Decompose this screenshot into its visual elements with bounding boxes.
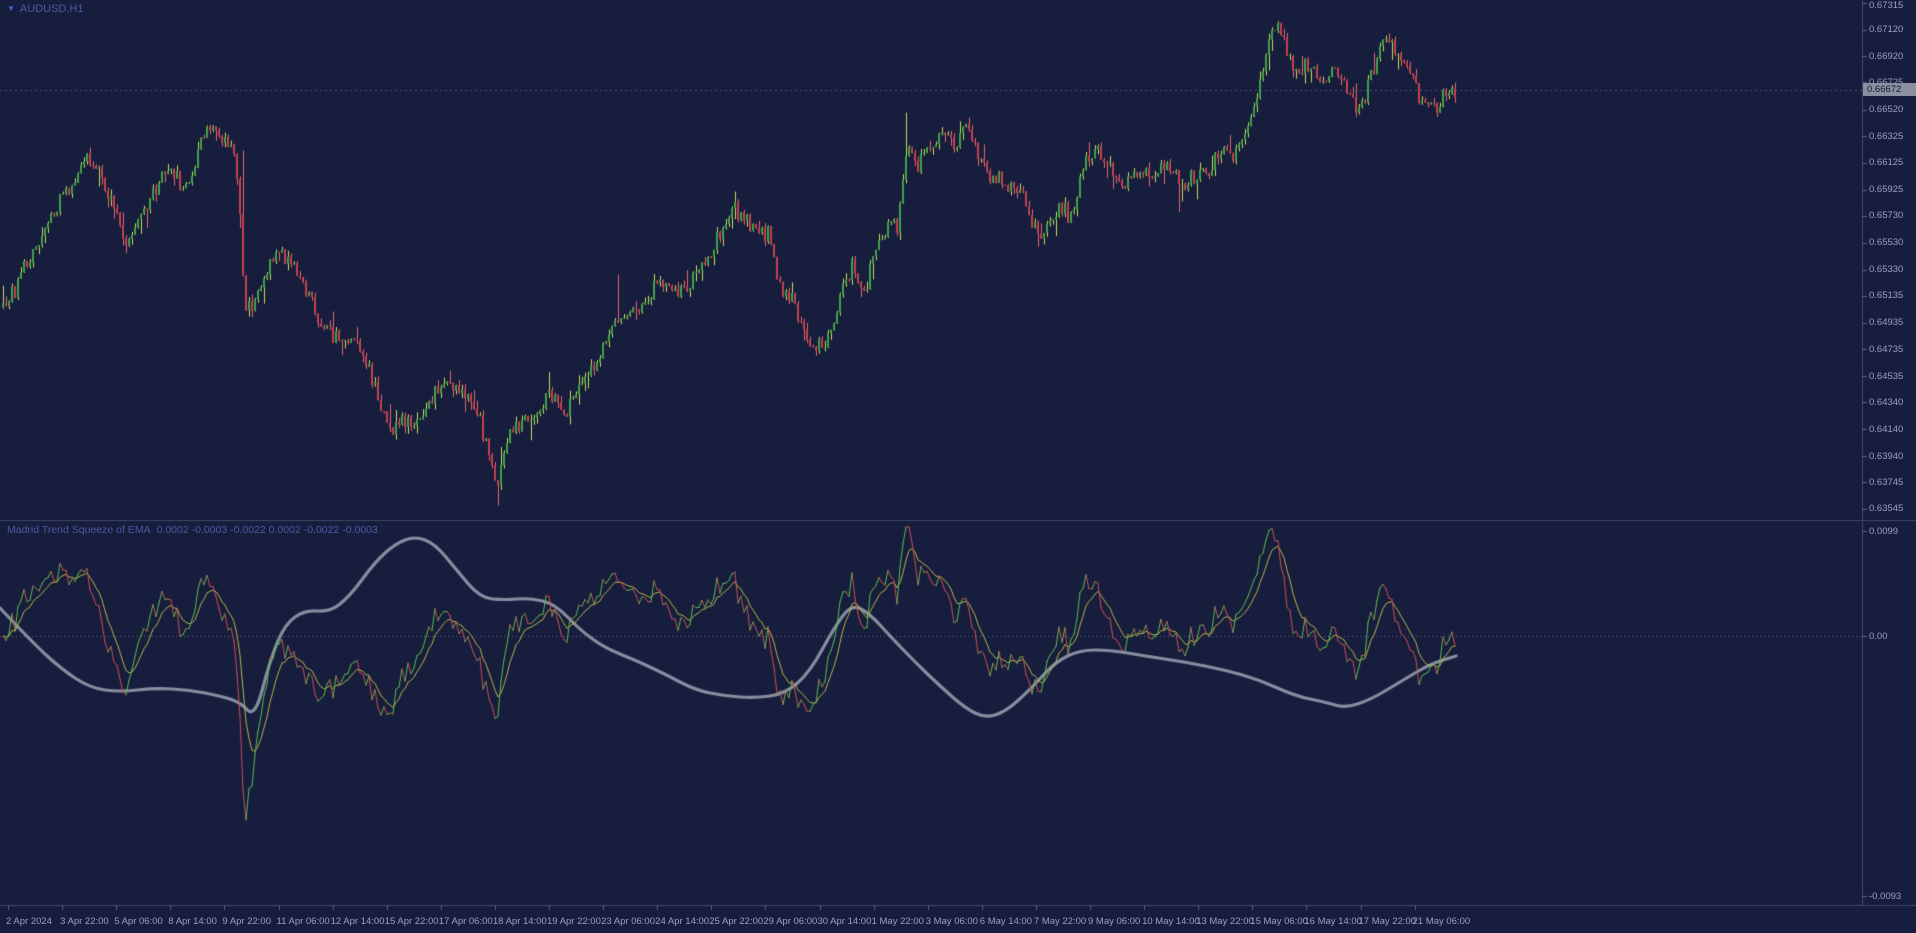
time-axis-label: 11 Apr 06:00 — [276, 916, 330, 927]
price-axis-label: 0.67120 — [1869, 24, 1904, 35]
time-axis-label: 13 May 22:00 — [1196, 916, 1254, 927]
time-axis-label: 17 May 22:00 — [1358, 916, 1417, 927]
price-axis-label: 0.65530 — [1869, 237, 1904, 249]
time-axis-label: 15 Apr 22:00 — [384, 916, 439, 927]
time-axis-label: 8 Apr 14:00 — [168, 916, 217, 927]
price-axis-label: 0.63745 — [1869, 476, 1904, 488]
price-axis-label: 0.65925 — [1869, 184, 1904, 196]
time-axis-label: 18 Apr 14:00 — [492, 916, 547, 927]
time-axis-label: 12 Apr 14:00 — [330, 916, 385, 927]
time-axis-label: 25 Apr 22:00 — [709, 916, 764, 927]
price-axis-label: 0.64340 — [1869, 396, 1904, 408]
time-axis-label: 29 Apr 06:00 — [763, 916, 818, 927]
indicator-name: Madrid Trend Squeeze of EMA — [7, 524, 151, 536]
time-axis-label: 6 May 14:00 — [979, 916, 1033, 927]
indicator-values: 0.0002 -0.0003 -0.0022 0.0002 -0.0022 -0… — [156, 524, 378, 536]
price-axis-label: 0.64535 — [1869, 370, 1904, 382]
time-axis-label: 23 Apr 06:00 — [601, 916, 655, 927]
symbol-label[interactable]: ▼ AUDUSD,H1 — [7, 3, 84, 15]
price-axis-label: 0.64140 — [1869, 423, 1904, 435]
current-price-tag: 0.66672 — [1863, 83, 1916, 97]
indicator-label: Madrid Trend Squeeze of EMA 0.0002 -0.000… — [7, 524, 378, 536]
time-axis-label: 1 May 22:00 — [871, 916, 924, 927]
price-axis-label: 0.64735 — [1869, 343, 1904, 355]
chevron-down-icon[interactable]: ▼ — [7, 4, 15, 13]
time-axis-label: 30 Apr 14:00 — [817, 916, 872, 927]
time-axis-label: 24 Apr 14:00 — [655, 916, 710, 927]
price-axis-label: 0.66725 — [1869, 77, 1903, 88]
time-axis-label: 3 Apr 22:00 — [60, 916, 109, 927]
time-axis-label: 2 Apr 2024 — [6, 916, 52, 927]
price-axis-label: 0.63940 — [1869, 450, 1904, 462]
symbol-timeframe-text: AUDUSD,H1 — [19, 3, 84, 15]
time-axis-label: 21 May 06:00 — [1412, 916, 1471, 927]
price-axis-label: 0.64935 — [1869, 317, 1904, 329]
time-axis-label: 3 May 06:00 — [925, 916, 978, 927]
time-axis-label: 5 Apr 06:00 — [114, 916, 163, 927]
price-axis-label: 0.66325 — [1869, 130, 1904, 142]
time-axis-label: 7 May 22:00 — [1033, 916, 1087, 927]
price-axis-label: 0.66920 — [1869, 50, 1904, 62]
price-axis-label: 0.65730 — [1869, 210, 1904, 222]
time-axis-label: 9 May 06:00 — [1088, 916, 1141, 927]
price-axis-label: 0.66520 — [1869, 104, 1904, 116]
time-axis-label: 9 Apr 22:00 — [222, 916, 271, 927]
price-axis-label: 0.65330 — [1869, 264, 1904, 276]
indicator-axis-label: -0.0093 — [1869, 890, 1902, 902]
time-axis-label: 16 May 14:00 — [1304, 916, 1362, 927]
indicator-axis-label: 0.0099 — [1869, 525, 1899, 537]
price-axis-label: 0.66125 — [1869, 157, 1904, 169]
time-axis-label: 15 May 06:00 — [1250, 916, 1308, 927]
price-axis-label: 0.67315 — [1869, 0, 1904, 11]
price-axis-label: 0.63545 — [1869, 503, 1904, 515]
indicator-axis-label: 0.00 — [1869, 630, 1888, 642]
price-axis-label: 0.65135 — [1869, 290, 1904, 302]
time-axis-label: 10 May 14:00 — [1142, 916, 1200, 927]
time-axis-label: 19 Apr 22:00 — [547, 916, 601, 927]
time-axis-label: 17 Apr 06:00 — [438, 916, 493, 927]
